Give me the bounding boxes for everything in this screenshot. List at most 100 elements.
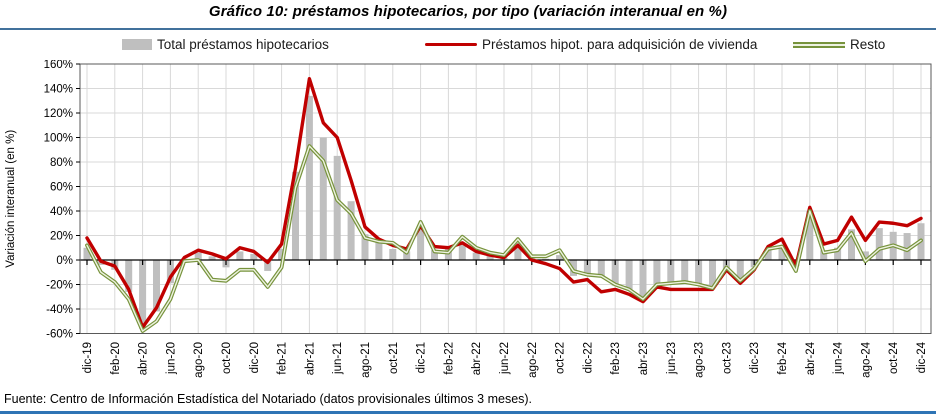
plot-border [79,63,932,334]
bar [834,247,842,260]
bar [736,260,744,280]
y-tick-label: 60% [50,182,73,194]
bar [375,241,383,260]
bar [486,255,494,260]
y-tick-label: 160% [44,60,73,71]
bar [597,260,605,278]
x-tick-label: jun-21 [332,342,344,375]
x-tick-label: dic-22 [582,342,594,373]
bar [514,242,522,260]
bar [625,260,633,290]
olive-line-swatch-icon [793,41,845,48]
x-tick-label: abr-21 [304,342,316,375]
x-tick-label: oct-22 [555,342,567,374]
x-tick-label: abr-20 [138,342,150,375]
x-tick-label: oct-23 [721,342,733,374]
x-tick-label: feb-21 [277,342,289,375]
x-tick-label: ago-20 [193,342,205,378]
bar [764,250,772,260]
bar [347,201,355,260]
bar [417,226,425,260]
bar [820,250,828,260]
bar [333,155,341,260]
bar [194,252,202,260]
x-tick-label: jun-20 [165,342,177,375]
y-tick-label: 0% [56,255,73,267]
x-tick-label: feb-20 [110,342,122,375]
chart-plot: -60% -40% -20% 0% 20% 40% 60% 80% 100% 120% 140% 16… [5,60,932,378]
y-tick-label: 40% [50,206,73,218]
x-tick-label: dic-24 [916,341,928,373]
bar [458,244,466,260]
bar [542,258,550,260]
y-tick-label: 140% [44,84,73,96]
y-tick-label: 120% [44,108,73,120]
y-axis-labels: -60% -40% -20% 0% 20% 40% 60% 80% 100% 120% 140% 16… [44,60,80,341]
bar [389,248,397,260]
x-tick-label: jun-22 [499,342,511,375]
y-tick-label: 20% [50,231,73,243]
x-tick-label: jun-23 [666,342,678,375]
y-tick-label: -20% [46,280,73,292]
x-tick-label: abr-22 [471,342,483,375]
title-bar: Gráfico 10: préstamos hipotecarios, por … [0,0,936,30]
bar [250,253,258,260]
y-axis-title: Variación interanual (en %) [5,130,17,268]
y-tick-label: -40% [46,304,73,316]
bar [653,260,661,285]
bar [875,228,883,260]
bar [778,247,786,260]
bar [264,260,272,272]
x-tick-label: dic-19 [82,342,94,373]
x-tick-label: feb-22 [443,342,455,375]
bar [681,260,689,284]
bar [639,260,647,298]
bar [848,229,855,260]
x-tick-label: feb-24 [777,341,789,374]
x-tick-label: feb-23 [610,342,622,375]
legend-item-vivienda: Préstamos hipot. para adquisición de viv… [425,37,757,52]
bar [556,255,564,260]
x-tick-label: dic-20 [249,342,261,373]
y-tick-label: 80% [50,157,73,169]
bar [305,95,313,260]
bar [166,260,174,284]
x-tick-label: ago-24 [860,341,872,377]
legend-label-vivienda: Préstamos hipot. para adquisición de viv… [482,37,758,52]
bar [667,260,675,285]
bar [292,171,299,260]
legend: Total préstamos hipotecarios Préstamos h… [0,30,936,60]
x-axis-labels: dic-19 feb-20 abr-20 jun-20 ago-20 oct-20 dic-… [82,341,928,377]
bar [403,251,411,260]
x-tick-label: ago-21 [360,342,372,378]
bar [153,260,160,312]
bar [83,247,91,260]
legend-item-total: Total préstamos hipotecarios [122,37,329,52]
bars-total [83,95,925,329]
red-line-swatch-icon [425,42,477,47]
x-tick-label: oct-20 [221,342,233,374]
bar [431,250,438,260]
bar [611,260,619,286]
bar [125,260,133,292]
x-tick-label: ago-22 [527,342,539,378]
bar [861,251,869,260]
x-tick-label: oct-21 [388,342,400,374]
bar [903,233,911,260]
bar [361,234,369,260]
source-text: Fuente: Centro de Información Estadístic… [4,392,533,406]
bar [709,260,716,287]
legend-label-resto: Resto [850,37,886,52]
legend-label-total: Total préstamos hipotecarios [157,37,329,52]
bar [139,260,147,329]
bar [236,251,244,260]
x-tick-label: dic-23 [749,342,761,373]
bar [695,260,703,285]
bar [472,252,480,260]
x-tick-label: ago-23 [694,342,706,378]
x-tick-label: jun-24 [833,341,845,375]
line-resto-core [86,145,922,332]
x-tick-label: abr-23 [638,342,650,375]
x-tick-label: dic-21 [416,342,428,373]
